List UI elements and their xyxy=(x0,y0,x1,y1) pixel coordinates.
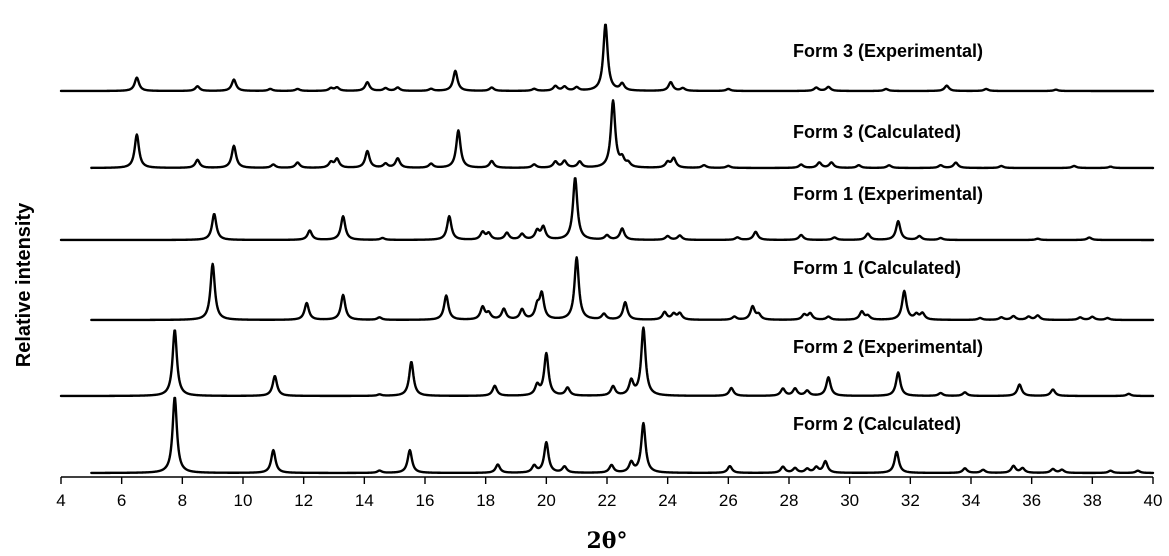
x-tick-label: 32 xyxy=(901,491,920,510)
series-label-1: Form 3 (Experimental) xyxy=(793,41,983,61)
x-tick-label: 14 xyxy=(355,491,374,510)
series-label-2: Form 3 (Calculated) xyxy=(793,122,961,142)
x-tick-label: 34 xyxy=(962,491,981,510)
series-labels: Form 3 (Experimental) Form 3 (Calculated)… xyxy=(793,41,983,434)
x-tick-label: 26 xyxy=(719,491,738,510)
pattern-traces xyxy=(59,23,1155,475)
x-tick-label: 10 xyxy=(234,491,253,510)
x-tick-label: 18 xyxy=(476,491,495,510)
series-trace-5 xyxy=(59,326,1155,398)
x-tick-label: 22 xyxy=(598,491,617,510)
x-tick-label: 24 xyxy=(658,491,677,510)
x-tick-label: 16 xyxy=(416,491,435,510)
series-trace-2 xyxy=(90,99,1155,170)
x-axis-label: 2θ° xyxy=(587,528,628,554)
x-tick-label: 28 xyxy=(780,491,799,510)
series-trace-4 xyxy=(90,256,1155,322)
x-tick-label: 40 xyxy=(1144,491,1163,510)
series-label-3: Form 1 (Experimental) xyxy=(793,184,983,204)
series-trace-1 xyxy=(59,23,1155,93)
x-tick-label: 12 xyxy=(294,491,313,510)
x-tick-label: 4 xyxy=(56,491,65,510)
series-label-5: Form 2 (Experimental) xyxy=(793,337,983,357)
series-trace-6 xyxy=(90,396,1155,475)
x-tick-label: 6 xyxy=(117,491,126,510)
x-tick-label: 38 xyxy=(1083,491,1102,510)
series-label-4: Form 1 (Calculated) xyxy=(793,258,961,278)
series-label-6: Form 2 (Calculated) xyxy=(793,414,961,434)
series-trace-3 xyxy=(59,177,1155,242)
x-tick-label: 20 xyxy=(537,491,556,510)
y-axis-label: Relative intensity xyxy=(13,202,35,367)
x-tick-label: 36 xyxy=(1022,491,1041,510)
x-axis-ticks: 4 6 8 10 12 14 16 18 20 22 24 26 28 30 32 34 36 38 40 xyxy=(56,477,1162,510)
x-tick-label: 30 xyxy=(840,491,859,510)
x-tick-label: 8 xyxy=(178,491,187,510)
